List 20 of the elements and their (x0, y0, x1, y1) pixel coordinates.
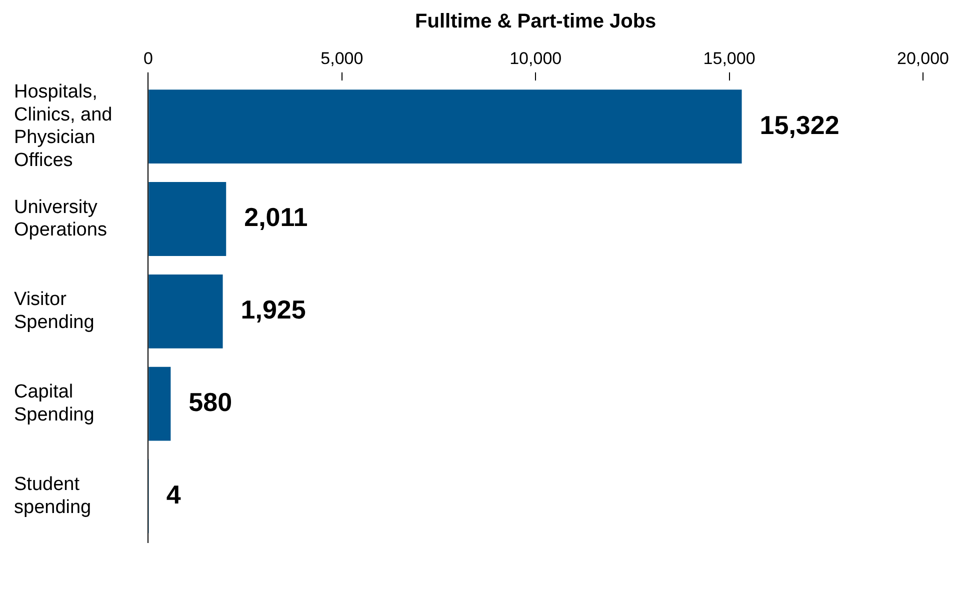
y-tick-label: Visitor Spending (14, 289, 94, 334)
y-tick-label: University Operations (14, 196, 107, 241)
x-tick-label: 10,000 (510, 48, 562, 68)
bar (148, 366, 171, 441)
y-tick-label: Capital Spending (14, 382, 94, 426)
data-label: 1,925 (240, 294, 306, 325)
x-tick-label: 20,000 (897, 48, 949, 68)
x-tick-label: 0 (143, 48, 153, 68)
bar (148, 274, 223, 348)
data-label: 2,011 (244, 202, 308, 232)
data-label: 580 (188, 386, 232, 417)
bar (148, 90, 742, 164)
y-tick-label: Hospitals, Clinics, and Physician Offices (14, 82, 112, 172)
data-label: 15,322 (760, 110, 840, 140)
bar (148, 182, 226, 256)
y-tick-label: Student spending (14, 474, 92, 518)
x-axis-title: Fulltime & Part-time Jobs (415, 10, 656, 33)
x-tick-label: 15,000 (703, 48, 756, 68)
data-label: 4 (166, 479, 182, 510)
x-tick-label: 5,000 (320, 48, 364, 68)
